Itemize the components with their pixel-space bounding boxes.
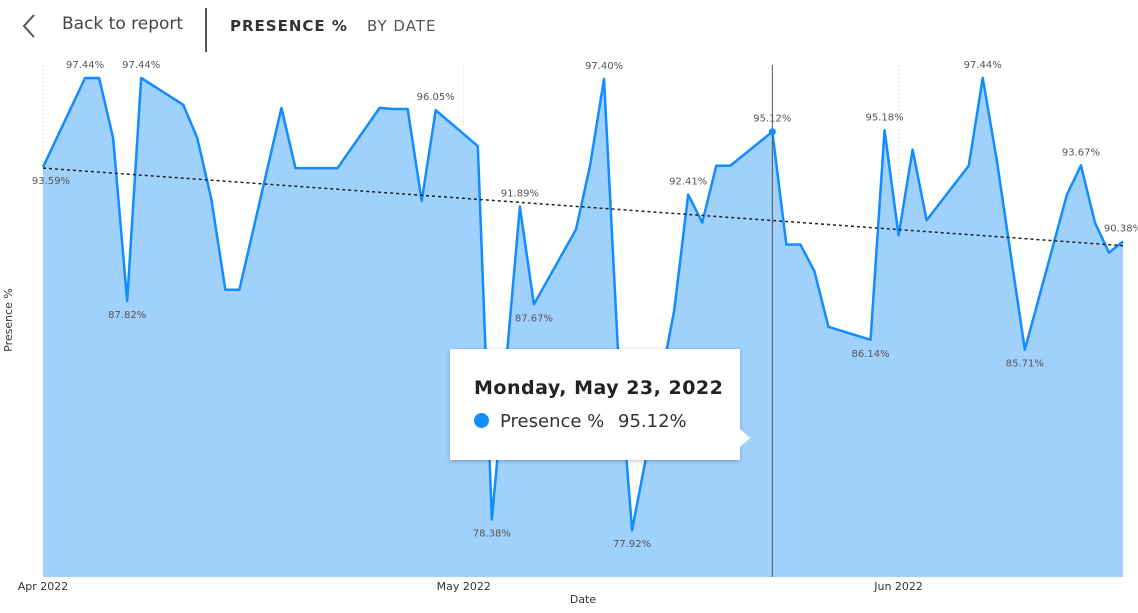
x-tick-label: Apr 2022 <box>18 580 69 593</box>
trend-line <box>42 167 1124 247</box>
x-tick-label: May 2022 <box>437 580 491 593</box>
back-link[interactable]: Back to report <box>62 14 184 34</box>
data-label: 97.44% <box>66 60 104 71</box>
data-label: 95.18% <box>865 112 903 123</box>
data-label: 93.59% <box>32 176 70 187</box>
area-fill <box>43 77 1123 577</box>
tooltip-title: Monday, May 23, 2022 <box>474 377 724 399</box>
divider <box>205 8 207 52</box>
highlight-point <box>768 128 776 136</box>
data-label: 97.40% <box>585 61 623 72</box>
data-label: 97.44% <box>964 60 1002 71</box>
tooltip-value: 95.12% <box>618 411 687 432</box>
data-label: 86.14% <box>851 349 889 360</box>
tooltip-series: Presence % <box>500 411 605 432</box>
data-label: 91.89% <box>501 189 539 200</box>
data-label: 92.41% <box>669 177 707 188</box>
back-icon[interactable] <box>20 12 40 42</box>
x-axis-title: Date <box>570 593 597 606</box>
data-label: 93.67% <box>1062 147 1100 158</box>
data-label: 97.44% <box>122 60 160 71</box>
tooltip-dot <box>474 413 489 428</box>
line <box>41 76 1124 532</box>
tab-title[interactable]: PRESENCE % <box>230 17 348 35</box>
data-label: 87.82% <box>108 310 146 321</box>
data-label: 78.38% <box>473 529 511 540</box>
x-tick-label: Jun 2022 <box>873 580 923 593</box>
tab-subtitle[interactable]: BY DATE <box>367 17 437 35</box>
tooltip-arrow <box>740 429 750 447</box>
tooltip: Monday, May 23, 2022 Presence % 95.12% <box>450 349 750 460</box>
data-label: 96.05% <box>417 92 455 103</box>
data-label: 87.67% <box>515 313 553 324</box>
y-axis-title: Presence % <box>2 288 15 352</box>
data-label: 77.92% <box>613 539 651 550</box>
data-label: 90.38% <box>1104 224 1138 235</box>
data-label: 85.71% <box>1006 359 1044 370</box>
